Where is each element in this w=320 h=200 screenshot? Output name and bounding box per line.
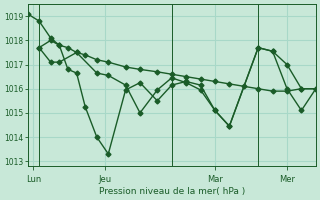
X-axis label: Pression niveau de la mer( hPa ): Pression niveau de la mer( hPa ) xyxy=(99,187,245,196)
